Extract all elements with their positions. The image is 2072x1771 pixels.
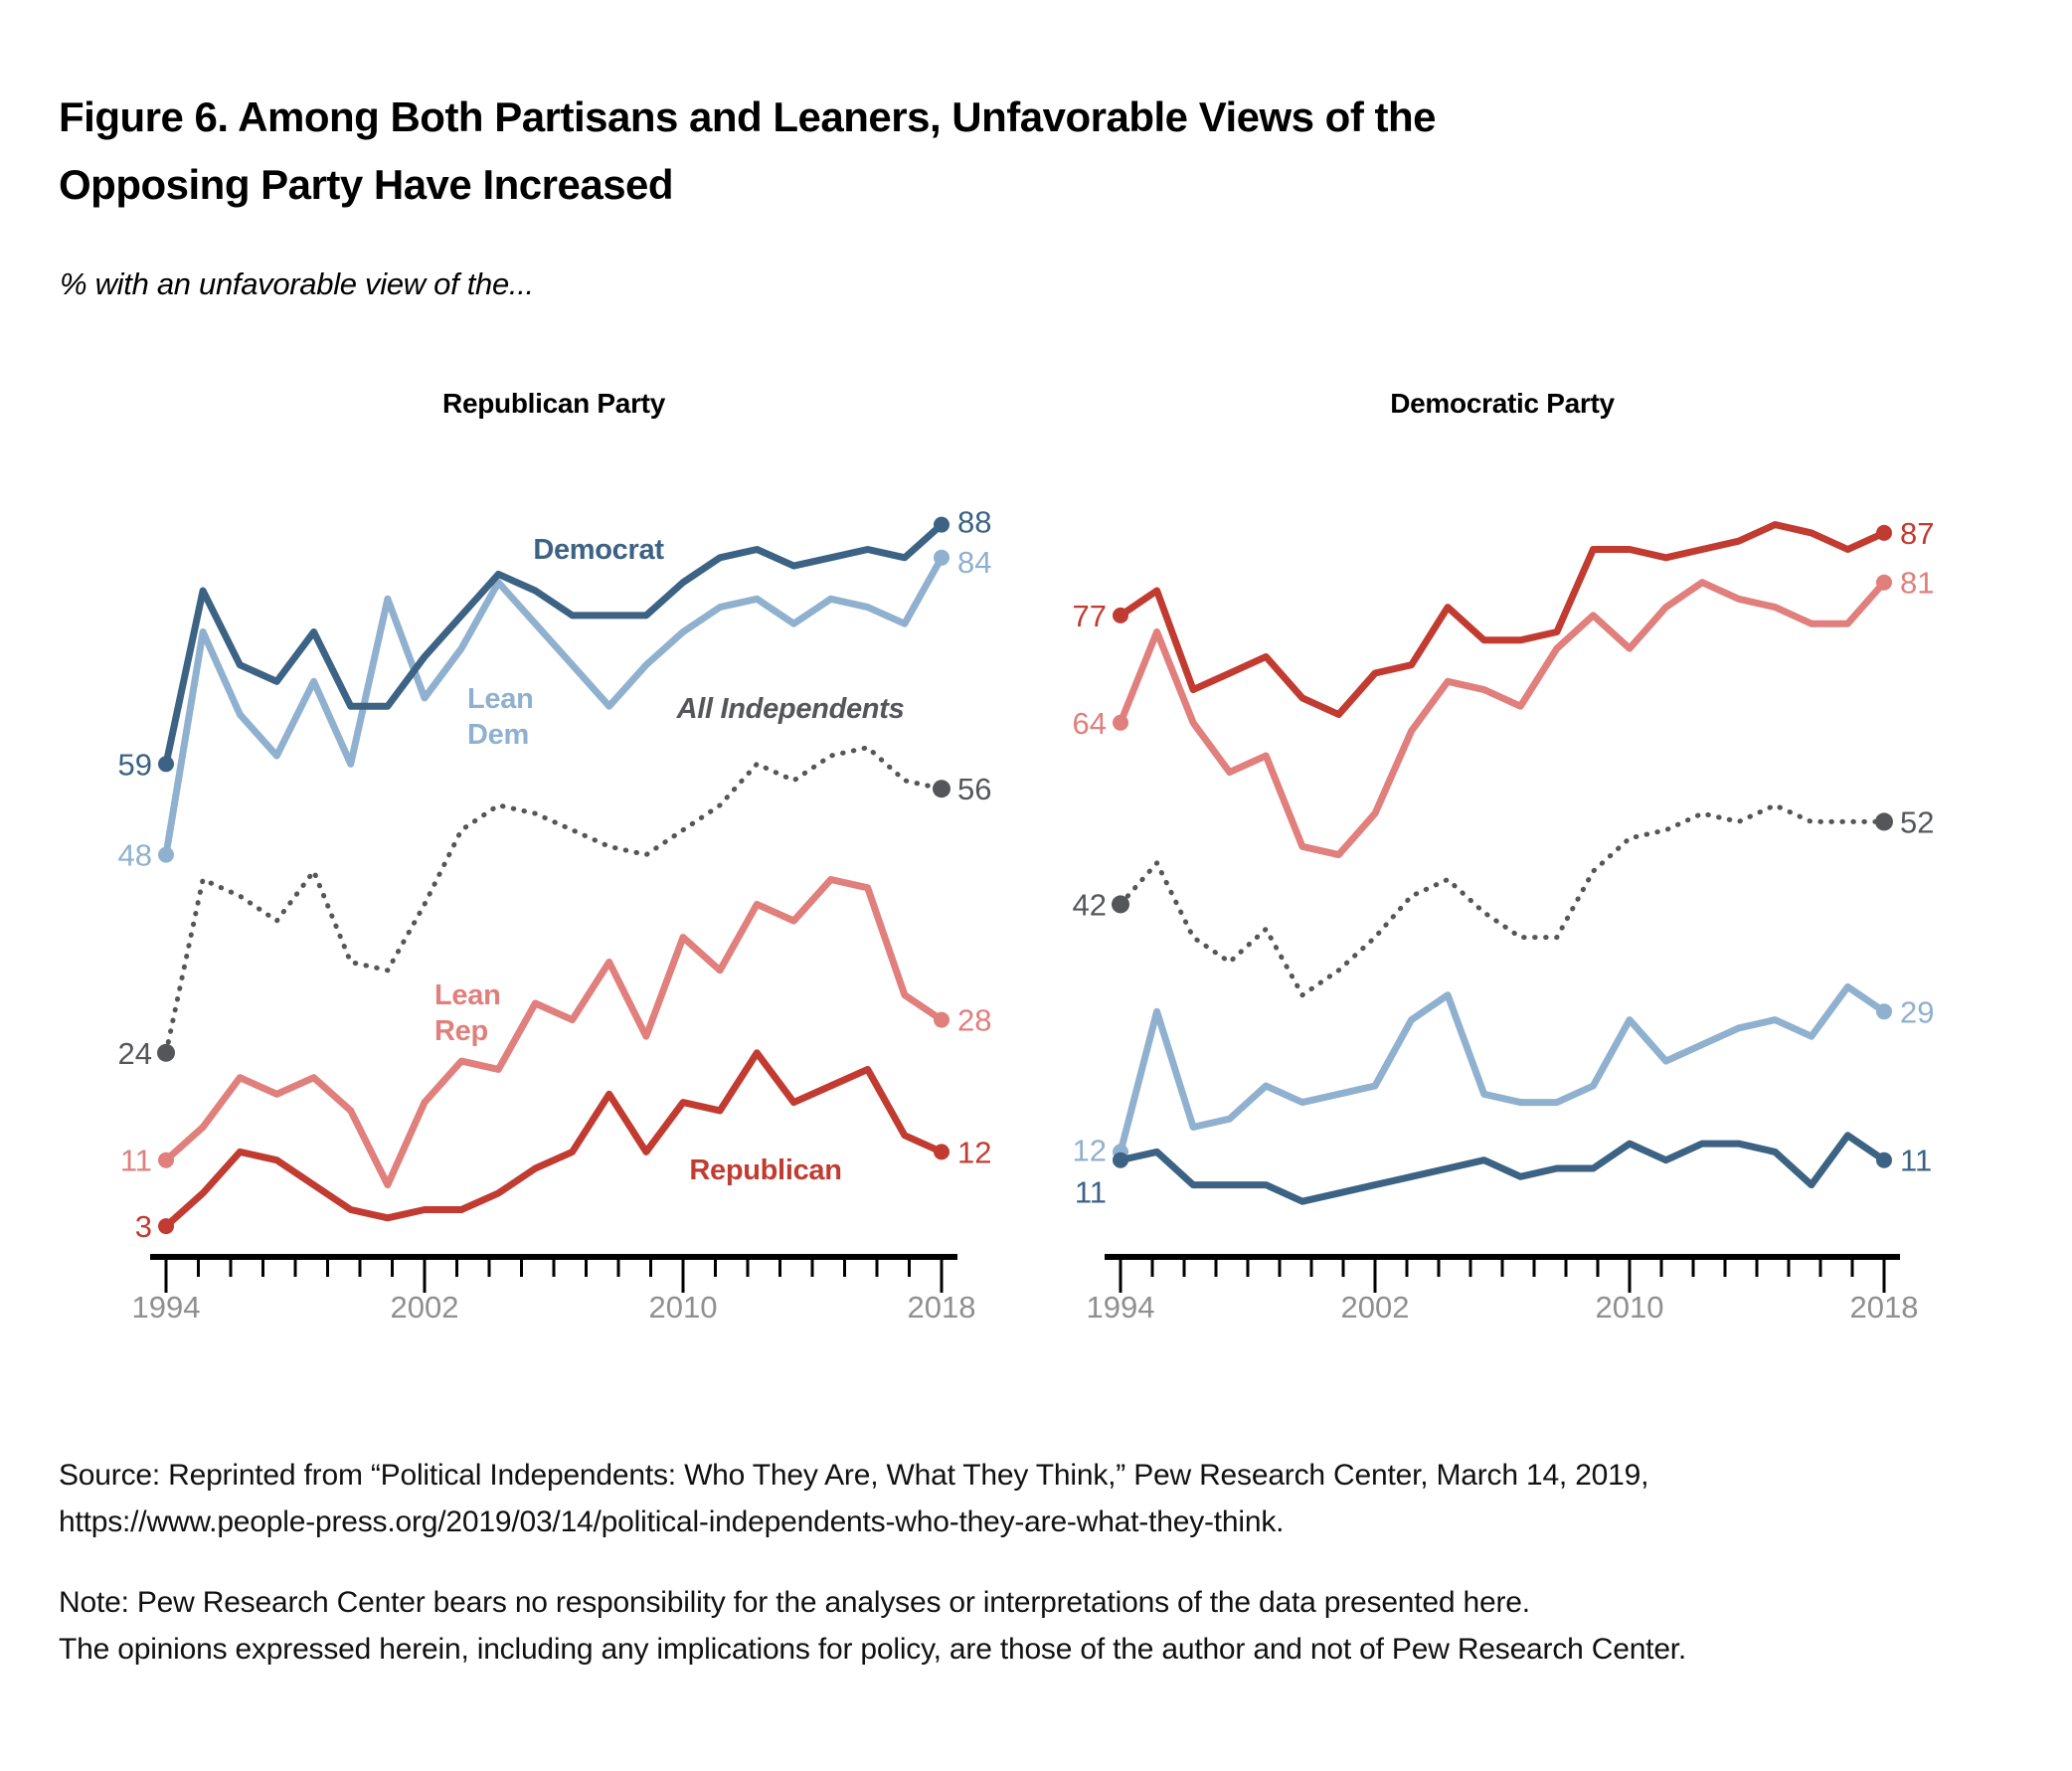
series-name-label-all-independents: All Independents	[676, 693, 905, 725]
series-end-label-lean-dem: 29	[1900, 994, 1934, 1029]
figure-title-line1: Figure 6. Among Both Partisans and Leane…	[59, 93, 1436, 140]
series-line-lean-dem	[1117, 982, 1886, 1153]
series-start-label-lean-rep: 64	[1073, 706, 1107, 741]
series-end-label-republican: 12	[957, 1135, 991, 1169]
series-start-dot-democrat	[1113, 1151, 1128, 1168]
series-end-dot-all-independents	[1875, 812, 1893, 831]
series-end-dot-democrat	[1876, 1151, 1892, 1168]
figure-title: Figure 6. Among Both Partisans and Leane…	[59, 84, 2007, 219]
series-end-dot-lean-dem	[1876, 1003, 1892, 1020]
series-end-label-lean-rep: 28	[957, 1003, 991, 1038]
series-line-democrat	[162, 521, 945, 766]
series-name-label-dem: Dem	[467, 719, 529, 751]
series-start-label-republican: 77	[1073, 599, 1107, 633]
series-line-all-independents	[163, 745, 945, 1056]
series-line-all-independents	[1118, 802, 1887, 998]
series-start-label-republican: 3	[135, 1209, 152, 1244]
series-end-label-democrat: 11	[1900, 1144, 1932, 1178]
x-axis-label-1994: 1994	[1087, 1290, 1155, 1325]
series-start-dot-all-independents	[157, 1043, 175, 1062]
series-line-lean-dem	[162, 556, 946, 856]
series-end-dot-republican	[934, 1144, 950, 1160]
series-name-label-lean: Lean	[467, 683, 534, 715]
figure-subtitle: % with an unfavorable view of the...	[60, 266, 534, 301]
series-end-dot-lean-rep	[934, 1011, 950, 1028]
note-text: Note: Pew Research Center bears no respo…	[59, 1579, 2037, 1673]
series-name-label-rep: Rep	[434, 1015, 488, 1047]
series-start-dot-all-independents	[1112, 895, 1129, 914]
series-end-dot-democrat	[934, 516, 950, 533]
figure-title-line2: Opposing Party Have Increased	[59, 161, 674, 208]
series-start-dot-lean-rep	[158, 1151, 174, 1168]
series-end-label-lean-rep: 81	[1900, 566, 1934, 601]
series-end-label-all-independents: 56	[957, 772, 991, 806]
note-line2: The opinions expressed herein, including…	[59, 1633, 1687, 1666]
series-start-dot-democrat	[158, 756, 174, 773]
series-name-label-lean: Lean	[434, 979, 501, 1011]
note-line1: Note: Pew Research Center bears no respo…	[59, 1586, 1530, 1619]
series-end-label-all-independents: 52	[1900, 804, 1934, 839]
series-end-dot-republican	[1876, 524, 1892, 541]
series-name-label-democrat: Democrat	[533, 534, 664, 566]
source-line2[interactable]: https://www.people-press.org/2019/03/14/…	[59, 1505, 1285, 1538]
panel-title-democratic-party: Democratic Party	[1390, 388, 1615, 419]
series-start-label-all-independents: 24	[118, 1036, 152, 1071]
series-start-dot-lean-dem	[158, 846, 174, 863]
series-start-dot-republican	[1113, 607, 1128, 623]
series-start-label-lean-rep: 11	[120, 1144, 152, 1178]
source-line1: Source: Reprinted from “Political Indepe…	[59, 1459, 1649, 1492]
series-end-label-democrat: 88	[957, 505, 991, 540]
series-start-label-lean-dem: 48	[118, 838, 152, 873]
series-end-label-republican: 87	[1900, 516, 1934, 551]
series-start-dot-republican	[158, 1218, 174, 1235]
series-start-label-lean-dem: 12	[1073, 1133, 1107, 1167]
x-axis-label-2010: 2010	[1596, 1290, 1664, 1325]
x-axis-label-2018: 2018	[908, 1290, 976, 1325]
series-line-lean-rep	[1117, 579, 1887, 859]
series-line-democrat	[1120, 1132, 1886, 1205]
series-start-dot-lean-rep	[1113, 714, 1128, 731]
x-axis-label-2002: 2002	[1341, 1290, 1410, 1325]
series-start-label-democrat: 11	[1075, 1175, 1107, 1210]
series-name-label-republican: Republican	[689, 1154, 841, 1186]
panel-title-republican-party: Republican Party	[442, 388, 666, 419]
series-end-label-lean-dem: 84	[957, 545, 991, 580]
series-start-label-all-independents: 42	[1073, 887, 1107, 922]
series-line-lean-rep	[163, 876, 944, 1189]
x-axis-label-2018: 2018	[1850, 1290, 1919, 1325]
x-axis-label-2002: 2002	[391, 1290, 459, 1325]
x-axis-label-2010: 2010	[649, 1290, 718, 1325]
series-line-republican	[163, 1049, 944, 1229]
series-end-dot-lean-dem	[934, 549, 950, 566]
series-end-dot-all-independents	[933, 780, 950, 798]
series-end-dot-lean-rep	[1876, 574, 1892, 591]
series-start-label-democrat: 59	[118, 747, 152, 782]
series-line-republican	[1119, 521, 1886, 718]
source-text: Source: Reprinted from “Political Indepe…	[59, 1452, 2037, 1545]
x-axis-label-1994: 1994	[132, 1290, 201, 1325]
